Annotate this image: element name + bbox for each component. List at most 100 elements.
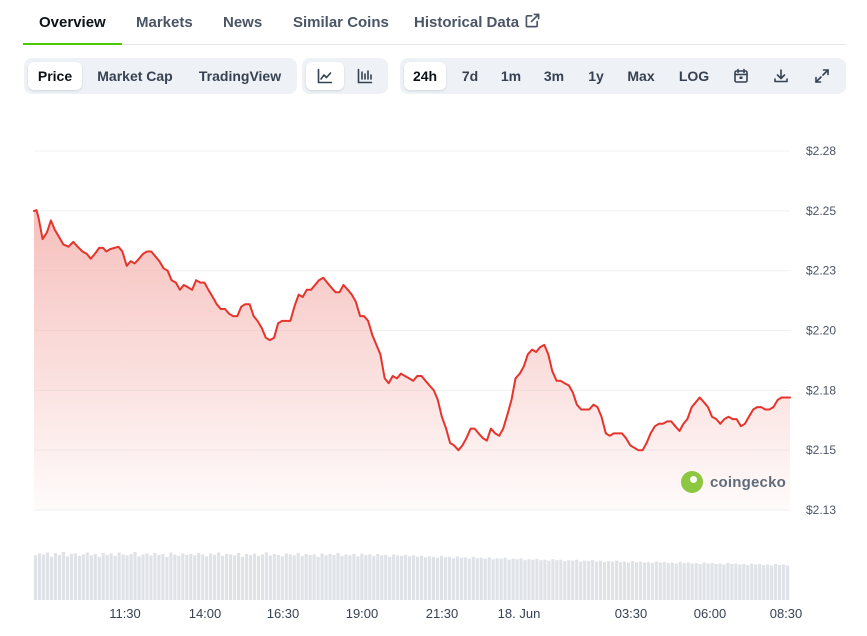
volume-bar [575, 559, 579, 600]
volume-bar [404, 554, 408, 600]
range-1y-label: 1y [588, 68, 604, 84]
volume-bar [372, 555, 376, 600]
tradingview-button[interactable]: TradingView [188, 62, 292, 90]
volume-bar [439, 555, 444, 600]
volume-bar [527, 559, 531, 600]
volume-bar [746, 564, 750, 600]
download-icon [773, 68, 789, 84]
volume-bar [682, 563, 686, 600]
volume-bar [268, 555, 272, 600]
volume-bar [455, 556, 459, 600]
volume-bar [614, 560, 619, 600]
volume-bar [662, 562, 666, 600]
calendar-button[interactable] [724, 62, 758, 90]
fullscreen-button[interactable] [805, 62, 839, 90]
volume-bar [591, 560, 595, 600]
volume-bar [332, 554, 336, 600]
volume-bar [762, 564, 766, 600]
volume-bar [610, 561, 615, 600]
volume-bar [602, 562, 607, 600]
price-button[interactable]: Price [28, 62, 82, 90]
tab-news-label: News [223, 13, 263, 31]
volume-bar [213, 554, 217, 600]
volume-bar [284, 553, 288, 600]
volume-bar [571, 560, 575, 600]
range-3m-label: 3m [543, 68, 565, 84]
volume-bar [443, 557, 448, 600]
range-1m-label: 1m [500, 68, 522, 84]
chart-view-switcher [302, 58, 388, 94]
log-scale-button[interactable]: LOG [670, 62, 718, 90]
volume-bar [304, 553, 308, 600]
volume-bar [758, 564, 762, 600]
volume-bar [169, 552, 173, 600]
volume-bar [252, 553, 257, 600]
volume-bar [296, 552, 300, 600]
volume-bar [706, 563, 710, 600]
volume-bar [595, 561, 599, 600]
download-button[interactable] [764, 62, 798, 90]
volume-bar [471, 556, 475, 600]
price-line [33, 209, 791, 452]
volume-bar [236, 552, 241, 600]
range-max-label: Max [627, 68, 655, 84]
tab-overview[interactable]: Overview [23, 0, 122, 45]
volume-bar [45, 552, 50, 600]
volume-bar [467, 558, 471, 600]
volume-bar [730, 564, 734, 600]
volume-bar [483, 558, 487, 600]
x-tick-label: 18. Jun [498, 606, 541, 621]
range-1m-button[interactable]: 1m [493, 62, 529, 90]
x-tick-label: 14:00 [189, 606, 222, 621]
x-tick-label: 21:30 [426, 606, 459, 621]
range-max-button[interactable]: Max [618, 62, 664, 90]
volume-bar [89, 555, 93, 600]
volume-bar [618, 562, 623, 600]
tab-news[interactable]: News [223, 0, 262, 44]
volume-bar [280, 556, 284, 600]
volume-bar [165, 556, 169, 600]
volume-bar [519, 558, 523, 600]
volume-bar [101, 552, 105, 600]
y-tick-label: $2.25 [806, 204, 836, 218]
volume-bar [300, 555, 304, 600]
volume-bar [690, 563, 694, 600]
volume-bar [153, 552, 157, 600]
volume-bar [396, 555, 400, 600]
range-24h-button[interactable]: 24h [404, 62, 446, 90]
volume-bar [376, 553, 380, 600]
volume-bar [93, 553, 97, 600]
volume-bar [57, 554, 62, 600]
volume-bar [770, 565, 774, 600]
volume-bar [113, 555, 117, 600]
range-7d-button[interactable]: 7d [452, 62, 488, 90]
price-chart[interactable]: $2.28 $2.25 $2.23 $2.20 $2.18 $2.15 $2.13 11:3… [0, 100, 867, 636]
volume-bar [555, 560, 559, 600]
volume-bar [41, 554, 46, 600]
volume-bar [626, 562, 631, 600]
line-chart-button[interactable] [306, 62, 344, 90]
line-chart-icon [317, 68, 333, 84]
tab-markets[interactable]: Markets [136, 0, 193, 44]
volume-bar [292, 555, 296, 600]
tab-historical-data[interactable]: Historical Data [414, 0, 540, 44]
tab-similar-coins[interactable]: Similar Coins [293, 0, 389, 44]
volume-bar [217, 552, 221, 600]
market-cap-button[interactable]: Market Cap [86, 62, 184, 90]
range-1y-button[interactable]: 1y [579, 62, 613, 90]
volume-bar [232, 555, 237, 600]
calendar-icon [733, 68, 749, 84]
volume-bar [722, 564, 726, 600]
x-tick-label: 06:00 [694, 606, 727, 621]
volume-bar [384, 554, 388, 600]
volume-bar [185, 554, 189, 600]
range-3m-button[interactable]: 3m [536, 62, 572, 90]
volume-bar [312, 554, 316, 600]
volume-bar [125, 555, 129, 600]
x-tick-label: 16:30 [267, 606, 300, 621]
volume-bar [495, 558, 499, 600]
log-scale-label: LOG [678, 68, 710, 84]
volume-bar [240, 556, 245, 600]
candlestick-chart-button[interactable] [346, 62, 384, 90]
volume-bar [543, 559, 547, 600]
